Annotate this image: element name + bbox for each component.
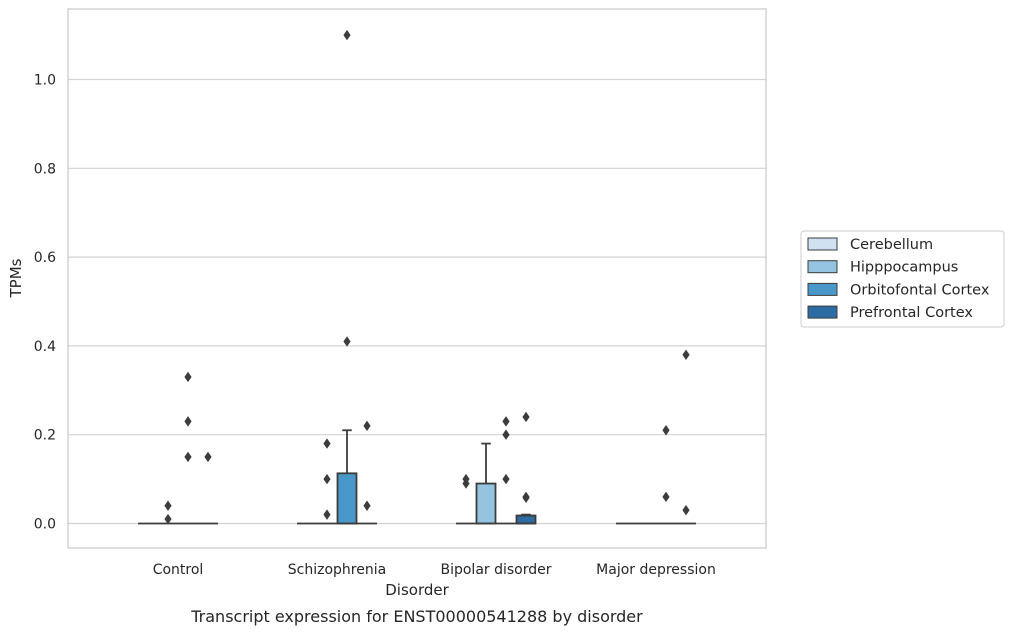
box-bipolar-disorder-hipppocampus [475,442,497,525]
legend-frame [800,230,1005,328]
outlier-point [343,29,351,41]
outlier-point [662,491,670,503]
legend-swatch [807,305,838,319]
outlier-point [682,504,690,516]
outlier-point [164,500,172,511]
legend: Cerebellum Hipppocampus Orbitofontal Corte… [800,230,1005,328]
y-axis-ticks: 0.0 0.2 0.4 0.6 0.8 1.0 [34,73,56,533]
box-body [336,472,358,525]
outlier-point [363,420,371,432]
y-tick-label: 0.2 [34,428,56,444]
outlier-point [184,371,192,383]
grid-lines [68,78,766,525]
outlier-point [662,425,670,436]
legend-label: Hipppocampus [850,260,958,276]
x-tick-label: Bipolar disorder [440,562,551,578]
x-tick-label: Schizophrenia [288,562,386,578]
outlier-point [164,513,172,525]
box-schizophrenia-hipppocampus [317,438,337,525]
box-control-prefrontal-cortex [198,451,218,525]
outlier-point [522,411,530,423]
outlier-point [682,349,690,360]
y-tick-label: 0.6 [34,250,56,266]
legend-swatch [807,260,838,274]
box-major-depression-prefrontal-cortex [676,349,696,525]
outlier-point [323,473,331,485]
x-tick-label: Major depression [596,562,716,578]
box-schizophrenia-orbitofontal-cortex [336,29,358,525]
box-major-depression-orbitofontal-cortex [656,425,676,525]
outlier-point [204,451,212,463]
box-control-hipppocampus [158,500,178,525]
x-tick-label: Control [153,562,204,578]
legend-label: Cerebellum [850,237,933,253]
x-axis-ticks: Control Schizophrenia Bipolar disorder Majo… [153,562,716,578]
x-axis-title: Disorder [385,581,449,599]
legend-swatch [807,237,838,251]
plot-area-frame [67,8,767,549]
outlier-point [363,500,371,511]
box-bipolar-disorder-prefrontal-cortex [515,411,537,525]
box-series [138,29,696,525]
box-bipolar-disorder-cerebellum [456,473,476,525]
outlier-point [502,429,510,440]
y-tick-label: 0.0 [34,517,56,533]
figure-caption: Transcript expression for ENST0000054128… [190,607,643,626]
box-schizophrenia-prefrontal-cortex [357,420,377,525]
y-axis-title: TPMs [7,258,25,298]
legend-label: Orbitofontal Cortex [850,282,990,298]
outlier-point [462,478,470,489]
outlier-point [502,416,510,427]
box-body [475,482,497,525]
outlier-point [522,492,530,503]
box-control-orbitofontal-cortex [178,371,198,525]
legend-label: Prefrontal Cortex [850,305,973,321]
outlier-point [184,451,192,463]
y-tick-label: 0.8 [34,161,56,177]
box-body [515,514,537,525]
y-tick-label: 0.4 [34,339,56,355]
legend-swatch [807,282,838,296]
y-tick-label: 1.0 [34,73,56,89]
outlier-point [502,473,510,485]
box-bipolar-disorder-orbitofontal-cortex [496,416,516,525]
outlier-point [323,509,331,520]
outlier-point [343,336,351,347]
outlier-point [184,416,192,427]
outlier-point [323,438,331,449]
